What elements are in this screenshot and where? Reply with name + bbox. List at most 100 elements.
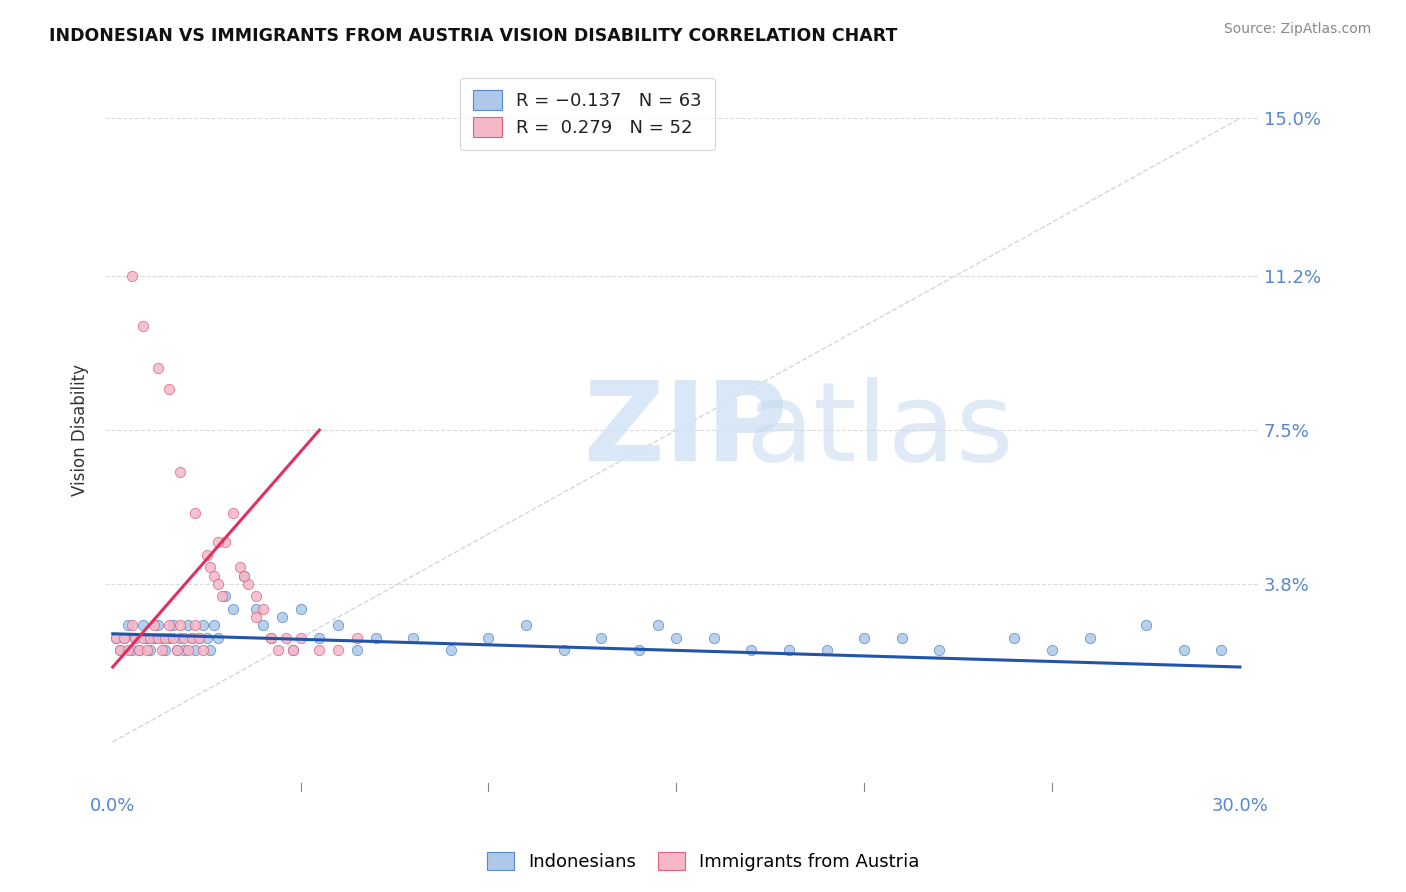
Point xyxy=(222,602,245,616)
Point xyxy=(290,631,312,645)
Point xyxy=(252,602,274,616)
Point xyxy=(112,631,135,645)
Text: INDONESIAN VS IMMIGRANTS FROM AUSTRIA VISION DISABILITY CORRELATION CHART: INDONESIAN VS IMMIGRANTS FROM AUSTRIA VI… xyxy=(49,27,897,45)
Point xyxy=(143,618,166,632)
Point xyxy=(180,631,202,645)
Point xyxy=(207,631,229,645)
Legend: Indonesians, Immigrants from Austria: Indonesians, Immigrants from Austria xyxy=(479,845,927,879)
Point xyxy=(191,643,214,657)
Point xyxy=(157,618,180,632)
Point xyxy=(1211,643,1233,657)
Point xyxy=(146,360,169,375)
Point xyxy=(259,631,281,645)
Point xyxy=(328,643,350,657)
Point xyxy=(245,590,267,604)
Point xyxy=(207,535,229,549)
Point xyxy=(110,643,132,657)
Point xyxy=(1040,643,1063,657)
Point xyxy=(177,643,200,657)
Point xyxy=(346,643,368,657)
Point xyxy=(169,618,191,632)
Point xyxy=(132,319,155,334)
Point xyxy=(139,631,162,645)
Point xyxy=(222,506,245,520)
Point xyxy=(195,548,218,562)
Point xyxy=(184,506,207,520)
Point xyxy=(890,631,912,645)
Point xyxy=(157,382,180,396)
Point xyxy=(308,631,330,645)
Point xyxy=(553,643,575,657)
Point xyxy=(195,631,218,645)
Text: Source: ZipAtlas.com: Source: ZipAtlas.com xyxy=(1223,22,1371,37)
Point xyxy=(169,465,191,479)
Point xyxy=(665,631,688,645)
Point xyxy=(778,643,800,657)
Text: ZIP: ZIP xyxy=(583,376,787,483)
Point xyxy=(112,631,135,645)
Point xyxy=(815,643,838,657)
Point xyxy=(155,643,177,657)
Point xyxy=(252,618,274,632)
Point xyxy=(105,631,128,645)
Point xyxy=(308,643,330,657)
Point xyxy=(1135,618,1157,632)
Point xyxy=(121,269,143,284)
Point xyxy=(128,643,150,657)
Point xyxy=(135,631,157,645)
Point xyxy=(139,643,162,657)
Point xyxy=(477,631,499,645)
Point xyxy=(245,610,267,624)
Point xyxy=(267,643,290,657)
Point xyxy=(402,631,425,645)
Point xyxy=(214,590,236,604)
Point xyxy=(202,568,225,582)
Point xyxy=(121,643,143,657)
Point xyxy=(274,631,297,645)
Point xyxy=(200,560,222,574)
Point xyxy=(591,631,613,645)
Point xyxy=(328,618,350,632)
Point xyxy=(150,631,173,645)
Point xyxy=(117,643,139,657)
Point xyxy=(173,631,195,645)
Point xyxy=(647,618,669,632)
Point xyxy=(162,631,184,645)
Point xyxy=(157,631,180,645)
Point xyxy=(703,631,725,645)
Point xyxy=(124,631,146,645)
Point xyxy=(155,631,177,645)
Point xyxy=(135,643,157,657)
Point xyxy=(188,631,211,645)
Point xyxy=(166,643,188,657)
Point xyxy=(150,643,173,657)
Point xyxy=(146,631,169,645)
Point xyxy=(184,643,207,657)
Point xyxy=(143,631,166,645)
Point xyxy=(233,568,256,582)
Point xyxy=(162,618,184,632)
Point xyxy=(180,631,202,645)
Point xyxy=(214,535,236,549)
Legend: R = −0.137   N = 63, R =  0.279   N = 52: R = −0.137 N = 63, R = 0.279 N = 52 xyxy=(460,78,714,150)
Point xyxy=(191,618,214,632)
Point xyxy=(188,631,211,645)
Point xyxy=(169,631,191,645)
Point xyxy=(1173,643,1195,657)
Point xyxy=(270,610,292,624)
Point xyxy=(124,631,146,645)
Point xyxy=(853,631,876,645)
Point xyxy=(233,568,256,582)
Point xyxy=(117,618,139,632)
Y-axis label: Vision Disability: Vision Disability xyxy=(72,364,89,496)
Point xyxy=(440,643,463,657)
Point xyxy=(166,643,188,657)
Point xyxy=(346,631,368,645)
Point xyxy=(281,643,304,657)
Point xyxy=(627,643,650,657)
Point xyxy=(245,602,267,616)
Point xyxy=(177,618,200,632)
Point xyxy=(146,618,169,632)
Point xyxy=(740,643,762,657)
Point xyxy=(173,643,195,657)
